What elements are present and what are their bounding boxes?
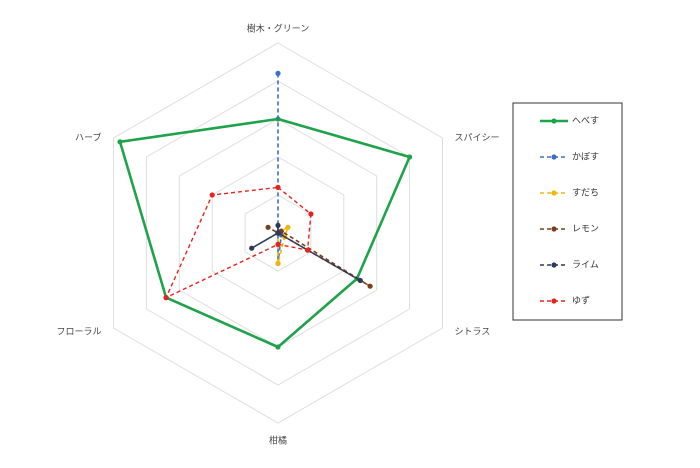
legend-marker	[551, 190, 557, 196]
axis-label: 柑橘	[269, 435, 287, 447]
axis-label: 樹木・グリーン	[247, 23, 310, 35]
legend-label: ゆず	[572, 296, 590, 307]
data-point	[249, 245, 255, 251]
data-point	[357, 277, 363, 284]
legend-label: へべす	[572, 116, 599, 127]
series-layer	[117, 70, 413, 350]
legend-marker	[551, 226, 557, 232]
legend-label: ライム	[572, 260, 599, 271]
legend-box	[512, 102, 623, 321]
data-point	[285, 224, 291, 230]
series-line	[277, 72, 283, 265]
legend-label: かぼす	[572, 152, 599, 163]
series-line	[165, 186, 312, 299]
legend-marker	[551, 298, 557, 304]
data-point	[305, 247, 311, 253]
data-point	[265, 224, 271, 230]
data-point	[308, 211, 314, 217]
series-line	[118, 117, 411, 349]
data-point	[117, 139, 123, 145]
data-point	[275, 241, 281, 247]
axis-label: ハーブ	[75, 132, 101, 144]
axis-label: スパイシー	[455, 133, 500, 144]
legend-marker	[551, 154, 557, 160]
grid-ring	[113, 42, 443, 424]
legend-label: レモン	[572, 225, 599, 235]
data-point	[367, 283, 373, 289]
data-point	[407, 154, 413, 160]
axis-label: フローラル	[56, 327, 101, 338]
data-point	[275, 344, 281, 350]
legend-marker	[551, 262, 557, 268]
axis-label: シトラス	[455, 327, 491, 338]
data-point	[209, 192, 215, 198]
data-point	[275, 184, 281, 190]
data-point	[275, 230, 281, 236]
data-point	[275, 260, 281, 266]
legend-marker	[551, 118, 557, 124]
data-point	[275, 70, 281, 76]
data-point	[163, 295, 169, 301]
data-point	[275, 222, 281, 228]
legend-label: すだち	[572, 188, 599, 199]
